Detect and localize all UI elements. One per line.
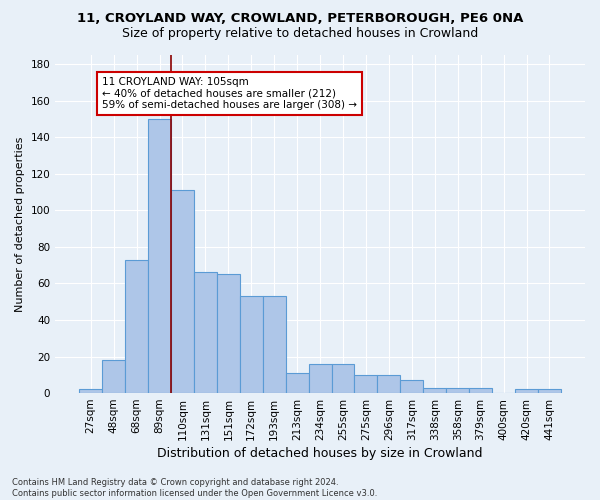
Bar	[377, 375, 400, 393]
Bar	[538, 390, 561, 393]
Bar	[332, 364, 355, 393]
Bar	[446, 388, 469, 393]
Bar	[400, 380, 423, 393]
Bar	[515, 390, 538, 393]
X-axis label: Distribution of detached houses by size in Crowland: Distribution of detached houses by size …	[157, 447, 483, 460]
Bar	[355, 375, 377, 393]
Bar	[240, 296, 263, 393]
Bar	[469, 388, 492, 393]
Bar	[125, 260, 148, 393]
Bar	[263, 296, 286, 393]
Bar	[102, 360, 125, 393]
Bar	[194, 272, 217, 393]
Text: Size of property relative to detached houses in Crowland: Size of property relative to detached ho…	[122, 28, 478, 40]
Bar	[79, 390, 102, 393]
Y-axis label: Number of detached properties: Number of detached properties	[15, 136, 25, 312]
Text: 11, CROYLAND WAY, CROWLAND, PETERBOROUGH, PE6 0NA: 11, CROYLAND WAY, CROWLAND, PETERBOROUGH…	[77, 12, 523, 26]
Text: 11 CROYLAND WAY: 105sqm
← 40% of detached houses are smaller (212)
59% of semi-d: 11 CROYLAND WAY: 105sqm ← 40% of detache…	[102, 77, 357, 110]
Bar	[308, 364, 332, 393]
Text: Contains HM Land Registry data © Crown copyright and database right 2024.
Contai: Contains HM Land Registry data © Crown c…	[12, 478, 377, 498]
Bar	[171, 190, 194, 393]
Bar	[423, 388, 446, 393]
Bar	[286, 373, 308, 393]
Bar	[148, 119, 171, 393]
Bar	[217, 274, 240, 393]
